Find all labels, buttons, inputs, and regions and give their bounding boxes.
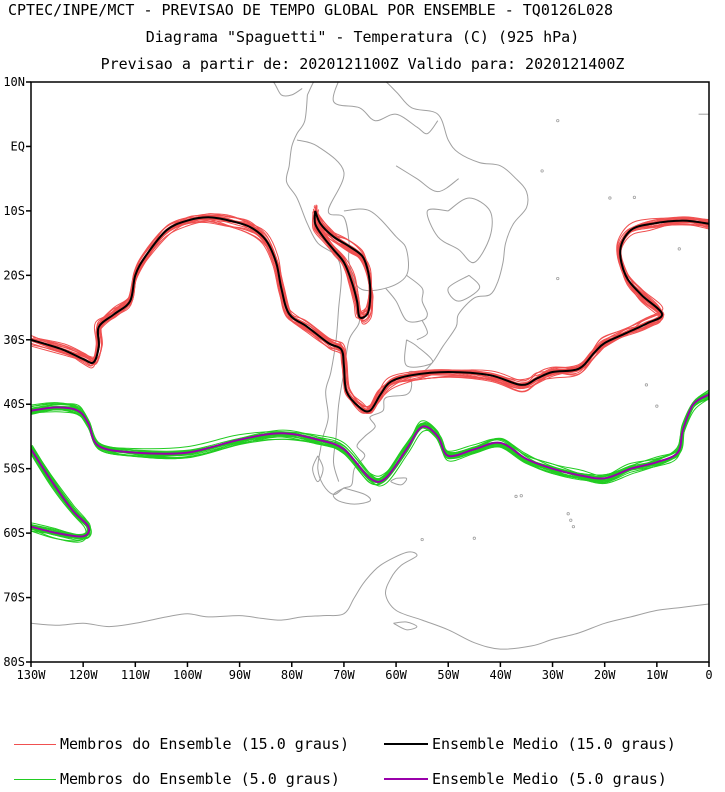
y-tick-label: EQ: [11, 139, 25, 153]
y-tick-label: 60S: [3, 526, 25, 540]
legend-swatch-members-5: [14, 778, 56, 780]
ensemble-member-line: [31, 390, 709, 482]
ensemble-member-line: [312, 211, 374, 325]
header-line-2: Diagrama "Spaguetti" - Temperatura (C) (…: [145, 28, 580, 46]
border-line: [332, 487, 372, 505]
legend-members-15: Membros do Ensemble (15.0 graus): [14, 735, 349, 753]
x-tick-label: 0: [705, 668, 712, 682]
coastline: [31, 551, 709, 650]
ensemble-member-line: [31, 389, 709, 485]
ensemble-mean-line: [31, 393, 709, 483]
ensemble-member-line: [31, 396, 709, 482]
x-tick-label: 40W: [490, 668, 512, 682]
island-mark: [644, 383, 649, 387]
y-tick-label: 50S: [3, 462, 25, 476]
island-mark: [472, 536, 476, 540]
x-tick-label: 110W: [121, 668, 151, 682]
y-tick-label: 30S: [3, 333, 25, 347]
x-tick-label: 30W: [542, 668, 564, 682]
ensemble-member-line: [31, 447, 92, 540]
island-mark: [556, 276, 560, 281]
header-line-3: Previsao a partir de: 2020121100Z Valido…: [100, 55, 625, 73]
legend-label-members-5: Membros do Ensemble (5.0 graus): [60, 770, 340, 788]
island-mark: [514, 494, 518, 498]
x-tick-label: 130W: [17, 668, 47, 682]
island-mark: [571, 525, 576, 529]
legend-label-mean-15: Ensemble Medio (15.0 graus): [432, 735, 676, 753]
x-tick-label: 20W: [594, 668, 616, 682]
island-mark: [420, 537, 424, 542]
island-mark: [608, 196, 612, 200]
ensemble-member-line: [314, 206, 371, 315]
y-tick-label: 20S: [3, 268, 25, 282]
island-mark: [569, 518, 573, 522]
legend-label-mean-5: Ensemble Medio (5.0 graus): [432, 770, 667, 788]
border-line: [447, 274, 481, 302]
legend-label-members-15: Membros do Ensemble (15.0 graus): [60, 735, 349, 753]
x-tick-label: 100W: [173, 668, 203, 682]
island-mark: [556, 119, 560, 123]
x-tick-label: 70W: [333, 668, 355, 682]
legend-mean-5: Ensemble Medio (5.0 graus): [384, 770, 667, 788]
coastline: [393, 621, 418, 631]
x-tick-label: 90W: [229, 668, 251, 682]
y-tick-label: 10N: [3, 75, 25, 89]
ensemble-member-line: [31, 447, 89, 536]
coastline-layer: [31, 82, 709, 650]
ensemble-member-line: [32, 214, 709, 414]
ensemble-member-line: [31, 213, 709, 408]
y-tick-label: 10S: [3, 204, 25, 218]
legend-mean-15: Ensemble Medio (15.0 graus): [384, 735, 676, 753]
y-tick-label: 80S: [3, 655, 25, 669]
ensemble-mean-line: [313, 210, 372, 319]
header-line-1: CPTEC/INPE/MCT - PREVISAO DE TEMPO GLOBA…: [8, 1, 614, 19]
coastline: [272, 82, 303, 97]
plot-frame: [30, 81, 710, 663]
island-mark: [632, 195, 637, 199]
border-line: [390, 477, 408, 486]
legend-swatch-members-15: [14, 743, 56, 745]
island-mark: [566, 512, 570, 516]
legend-swatch-mean-5: [384, 778, 428, 780]
island-mark: [655, 404, 659, 408]
ensemble-member-line: [31, 396, 709, 487]
ensemble-mean-line: [31, 216, 709, 413]
axis-ticks: 130W 120W 110W 100W 90W 80W 70W 60W 50W 40W 30W 20W…: [3, 75, 712, 682]
border-line: [416, 320, 428, 341]
ensemble-member-line: [33, 217, 709, 414]
border-line: [395, 165, 459, 193]
island-mark: [540, 169, 544, 173]
coastline: [285, 82, 529, 495]
border-line: [385, 274, 428, 323]
x-tick-label: 120W: [69, 668, 99, 682]
border-line: [296, 139, 409, 292]
island-mark: [677, 247, 681, 251]
ensemble-means: [31, 210, 709, 538]
legend-members-5: Membros do Ensemble (5.0 graus): [14, 770, 340, 788]
y-tick-label: 70S: [3, 591, 25, 605]
border-line: [332, 82, 439, 135]
island-mark: [519, 494, 523, 498]
border-line: [332, 294, 361, 482]
border-line: [312, 455, 324, 483]
ensemble-members-15: [31, 204, 709, 415]
border-line: [404, 339, 434, 368]
ensemble-mean-line: [31, 448, 91, 538]
x-tick-label: 80W: [281, 668, 303, 682]
y-tick-label: 40S: [3, 397, 25, 411]
legend-swatch-mean-15: [384, 743, 428, 745]
x-tick-label: 60W: [385, 668, 407, 682]
border-line: [426, 197, 493, 264]
x-tick-label: 10W: [646, 668, 668, 682]
x-tick-label: 50W: [437, 668, 459, 682]
ensemble-member-line: [32, 217, 709, 410]
